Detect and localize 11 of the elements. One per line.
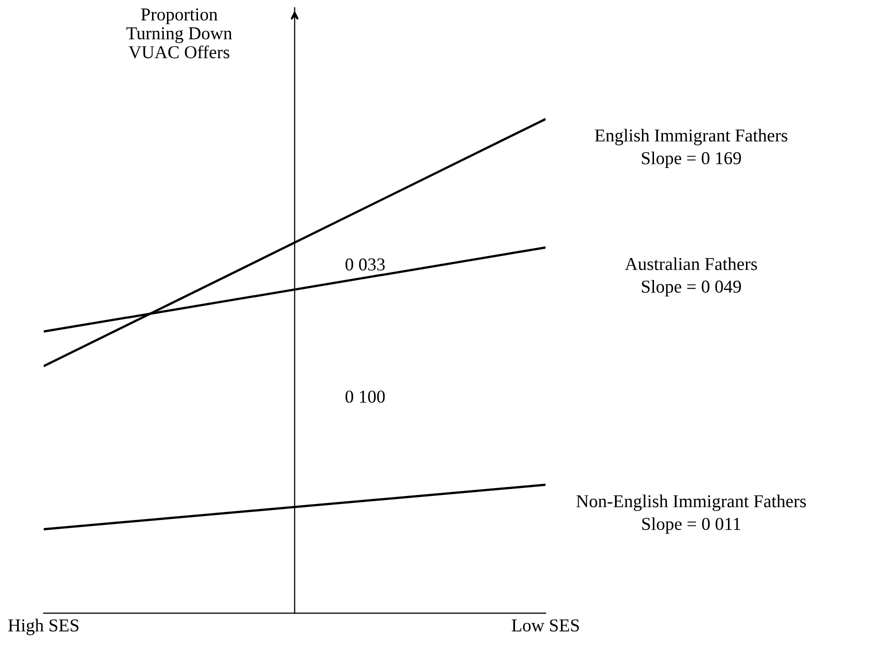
y-axis-title: Proportion Turning Down VUAC Offers xyxy=(126,8,232,58)
x-tick-label: High SES xyxy=(8,618,78,636)
annotation: Slope = 0 011 xyxy=(642,517,740,534)
text: Australian Fathers xyxy=(624,257,757,270)
annotation: 0 100 xyxy=(346,390,385,403)
annotation: 0 033 xyxy=(346,258,385,271)
annotation: Slope = 0 169 xyxy=(642,152,741,168)
series-label: Non-English Immigrant Fathers xyxy=(576,494,806,512)
text: English Immigrant Fathers xyxy=(594,128,788,146)
annotation: Slope = 0 049 xyxy=(642,280,741,296)
x-tick-label: Low SES xyxy=(512,619,579,632)
